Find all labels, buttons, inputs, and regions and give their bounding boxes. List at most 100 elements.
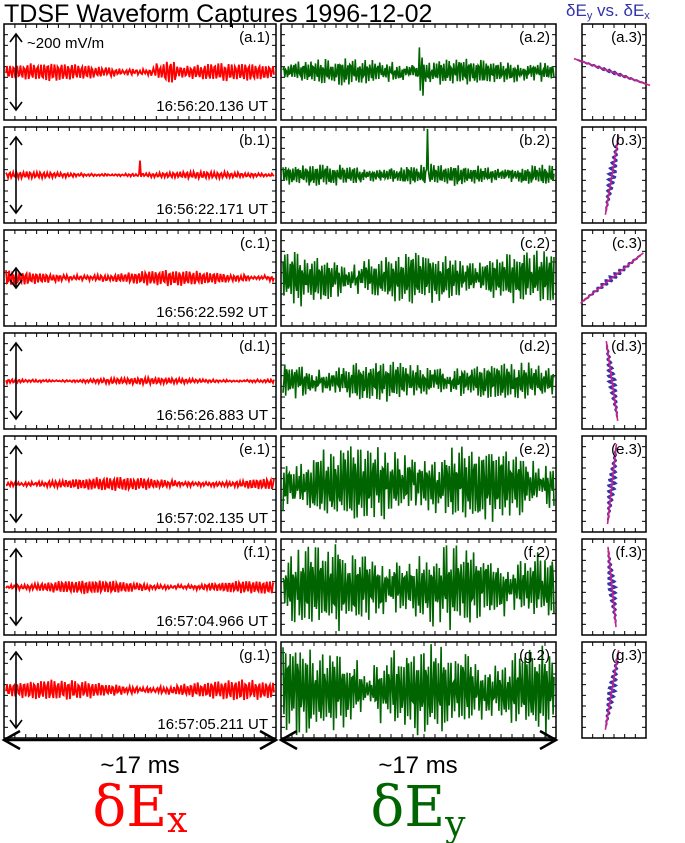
xlabel-right: δEy [371, 775, 467, 843]
amplitude-arrow-6 [9, 547, 23, 627]
panel-frame-f2 [280, 538, 557, 636]
panel-label-g1: (g.1) [239, 647, 270, 664]
duration-label-right: ~17 ms [378, 752, 457, 779]
panel-label-c3: (c.3) [612, 235, 642, 252]
amplitude-arrow-1 [9, 32, 23, 112]
panel-label-d2: (d.2) [519, 338, 550, 355]
timestamp-5: 16:57:02.135 UT [156, 510, 268, 527]
panel-label-e2: (e.2) [519, 441, 550, 458]
panel-frame-a1 [3, 23, 277, 121]
panel-ticks-g1 [4, 642, 276, 738]
amplitude-arrow-5 [9, 444, 23, 524]
timestamp-1: 16:56:20.136 UT [156, 98, 268, 115]
duration-arrow-right [278, 729, 559, 751]
waveform-ex-3 [5, 269, 275, 287]
xlabel-left: δEx [93, 775, 188, 841]
waveform-ey-2 [282, 128, 555, 186]
panel-label-g3: (g.3) [611, 647, 642, 664]
panel-ticks-f2 [281, 539, 556, 635]
panel-label-a3: (a.3) [611, 29, 642, 46]
waveform-ey-7 [282, 644, 555, 738]
panel-ticks-d2 [281, 333, 556, 429]
panel-frame-c1 [3, 229, 277, 327]
panel-label-a2: (a.2) [519, 29, 550, 46]
panel-label-g2: (g.2) [519, 647, 550, 664]
scale-label: ~200 mV/m [27, 35, 104, 52]
timestamp-7: 16:57:05.211 UT [157, 716, 268, 733]
panel-label-e1: (e.1) [239, 441, 270, 458]
hodogram-fit-line-3 [580, 252, 644, 304]
panel-label-f1: (f.1) [243, 544, 270, 561]
panel-frame-g2 [280, 641, 557, 739]
amplitude-arrow-4 [9, 341, 23, 421]
panel-ticks-e1 [4, 436, 276, 532]
hodogram-fit-line-7 [604, 650, 620, 730]
panel-frame-g1 [3, 641, 277, 739]
timestamp-4: 16:56:26.883 UT [156, 407, 268, 424]
panel-ticks-c2 [281, 230, 556, 326]
hodogram-fit-line-1 [573, 57, 651, 87]
panel-ticks-a3 [582, 24, 646, 120]
panel-label-e3: (e.3) [611, 441, 642, 458]
panel-frame-c2 [280, 229, 557, 327]
hodogram-fit-line-4 [605, 340, 619, 422]
panel-frame-b2 [280, 126, 557, 224]
waveform-ex-5 [5, 475, 275, 493]
panel-ticks-a2 [281, 24, 556, 120]
panel-label-c1: (c.1) [240, 235, 270, 252]
panel-frame-d2 [280, 332, 557, 430]
timestamp-2: 16:56:22.171 UT [156, 201, 268, 218]
panel-ticks-f1 [4, 539, 276, 635]
waveform-ex-6 [5, 579, 275, 596]
duration-arrow-left [1, 729, 279, 751]
hodogram-title: δEy vs. δEx [566, 1, 650, 22]
hodogram-trace-7 [605, 653, 619, 727]
timestamp-6: 16:57:04.966 UT [156, 613, 268, 630]
hodogram-trace-4 [605, 344, 619, 418]
panel-label-b3: (b.3) [611, 132, 642, 149]
amplitude-arrow-3 [9, 266, 23, 290]
panel-ticks-b1 [4, 127, 276, 223]
waveform-ey-5 [282, 446, 555, 522]
timestamp-3: 16:56:22.592 UT [156, 304, 268, 321]
waveform-ey-1 [282, 47, 555, 96]
panel-label-b2: (b.2) [519, 132, 550, 149]
hodogram-fit-line-6 [607, 546, 617, 628]
panel-label-c2: (c.2) [520, 235, 550, 252]
panel-label-f2: (f.2) [523, 544, 550, 561]
panel-frame-e2 [280, 435, 557, 533]
panel-ticks-f3 [582, 539, 646, 635]
panel-frame-b1 [3, 126, 277, 224]
hodogram-trace-5 [606, 447, 618, 521]
amplitude-arrow-7 [9, 650, 23, 730]
panel-frame-f1 [3, 538, 277, 636]
waveform-ex-1 [5, 61, 275, 83]
waveform-ex-2 [5, 160, 275, 182]
panel-frame-a2 [280, 23, 557, 121]
panel-ticks-c3 [582, 230, 646, 326]
panel-label-a1: (a.1) [239, 29, 270, 46]
panel-ticks-d1 [4, 333, 276, 429]
panel-label-b1: (b.1) [239, 132, 270, 149]
panel-label-f3: (f.3) [615, 544, 642, 561]
duration-label-left: ~17 ms [100, 752, 179, 779]
panel-ticks-e3 [582, 436, 646, 532]
waveform-ex-7 [5, 679, 275, 701]
panel-label-d1: (d.1) [239, 338, 270, 355]
panel-ticks-g3 [582, 642, 646, 738]
hodogram-fit-line-2 [604, 135, 620, 215]
panel-ticks-d3 [582, 333, 646, 429]
amplitude-arrow-2 [9, 135, 23, 215]
waveform-ey-4 [282, 361, 555, 402]
panels-grid: (a.1) (a.2) (a.3) 16:56:20.136 UT (b.1) (b.2)… [3, 23, 651, 739]
hodogram-fit-line-5 [606, 443, 618, 525]
panel-frame-e1 [3, 435, 277, 533]
panel-frame-d1 [3, 332, 277, 430]
waveform-ey-3 [282, 250, 555, 307]
waveform-ey-6 [282, 544, 555, 632]
panel-label-d3: (d.3) [611, 338, 642, 355]
waveform-ex-4 [5, 374, 275, 388]
hodogram-trace-2 [605, 138, 619, 212]
panel-ticks-b3 [582, 127, 646, 223]
